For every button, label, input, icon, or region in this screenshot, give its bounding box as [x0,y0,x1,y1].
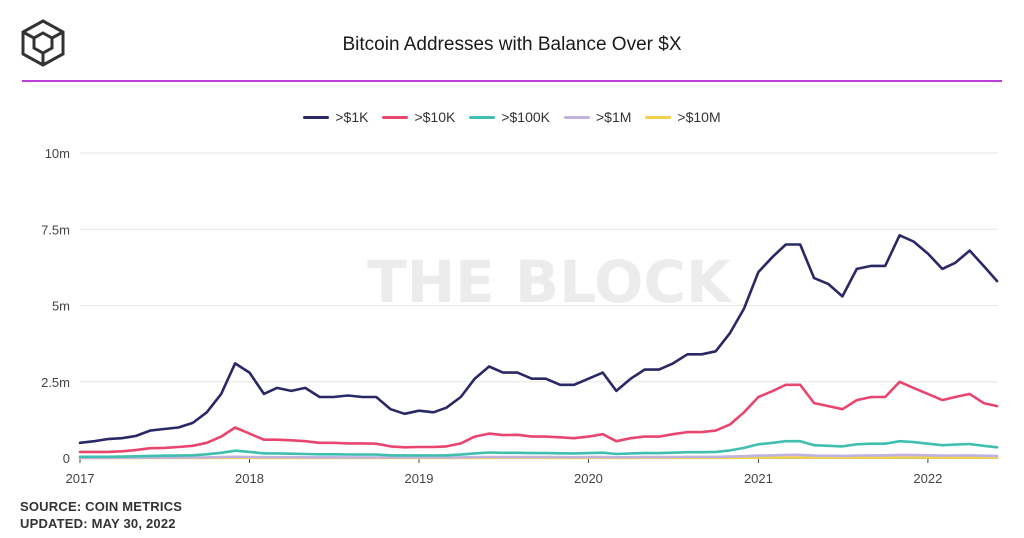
title-divider [22,80,1002,82]
chart-legend: >$1K >$10K >$100K >$1M >$10M [0,109,1024,125]
legend-swatch [303,115,330,119]
y-tick-label: 0 [63,451,70,466]
x-tick-label: 2019 [405,471,434,486]
legend-item[interactable]: >$10K [382,109,455,125]
series-line-10k [78,380,999,454]
series-line-1k [78,234,999,445]
legend-label: >$1M [596,109,632,125]
cube-logo-icon [21,19,65,67]
y-tick-label: 2.5m [41,375,70,390]
legend-item[interactable]: >$1K [303,109,368,125]
series-line-1m [78,453,999,460]
series-line-100k [78,439,999,459]
legend-item[interactable]: >$1M [564,109,631,125]
legend-swatch [382,115,409,119]
source-note: SOURCE: COIN METRICS [20,499,183,514]
x-tick-label: 2021 [744,471,773,486]
chart-title: Bitcoin Addresses with Balance Over $X [342,34,682,55]
x-tick-label: 2017 [66,471,95,486]
watermark-text: THE BLOCK [367,248,733,316]
legend-item[interactable]: >$10M [645,109,721,125]
legend-label: >$10K [414,109,456,125]
x-tick-label: 2022 [913,471,942,486]
legend-swatch [469,115,496,119]
legend-swatch [564,115,590,119]
y-tick-label: 10m [45,146,70,161]
legend-label: >$10M [677,109,721,125]
legend-label: >$100K [501,109,550,125]
legend-label: >$1K [335,109,369,125]
legend-swatch [645,115,672,119]
y-tick-label: 7.5m [41,222,70,237]
updated-note: UPDATED: MAY 30, 2022 [20,516,176,531]
legend-item[interactable]: >$100K [469,109,550,125]
y-tick-label: 5m [52,299,70,314]
x-tick-label: 2020 [574,471,603,486]
x-tick-label: 2018 [235,471,264,486]
